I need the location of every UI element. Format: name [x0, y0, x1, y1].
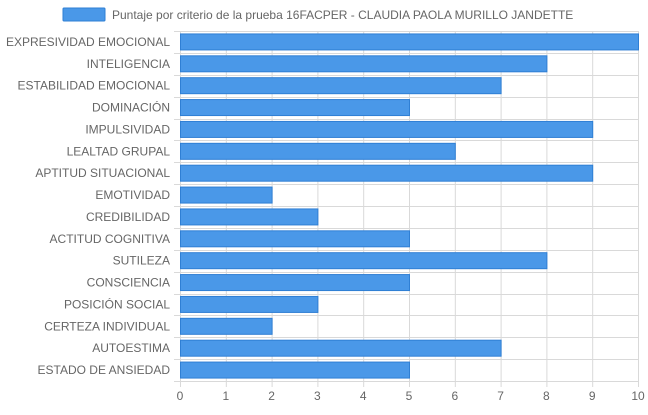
- bar[interactable]: [180, 55, 548, 73]
- bars: [180, 33, 639, 379]
- bar[interactable]: [180, 339, 502, 357]
- x-tick-label: 3: [314, 389, 321, 403]
- category-labels: EXPRESIVIDAD EMOCIONAL INTELIGENCIA ESTABI…: [6, 35, 170, 377]
- category-label: ESTABILIDAD EMOCIONAL: [18, 79, 171, 93]
- x-tick-label: 9: [589, 389, 596, 403]
- x-tick-label: 6: [451, 389, 458, 403]
- x-tick-label: 10: [631, 389, 645, 403]
- bar[interactable]: [180, 164, 594, 182]
- bar[interactable]: [180, 274, 410, 292]
- x-tick-label: 8: [543, 389, 550, 403]
- legend[interactable]: Puntaje por criterio de la prueba 16FACP…: [62, 7, 573, 22]
- x-tick-label: 7: [497, 389, 504, 403]
- category-label: ACTITUD COGNITIVA: [50, 232, 170, 246]
- category-label: AUTOESTIMA: [92, 341, 170, 355]
- bar[interactable]: [180, 361, 410, 379]
- bar[interactable]: [180, 252, 548, 270]
- category-label: POSICIÓN SOCIAL: [64, 296, 170, 311]
- legend-label[interactable]: Puntaje por criterio de la prueba 16FACP…: [112, 8, 573, 22]
- bar[interactable]: [180, 33, 639, 51]
- category-label: APTITUD SITUACIONAL: [35, 166, 170, 180]
- bar[interactable]: [180, 317, 273, 335]
- bar[interactable]: [180, 77, 502, 95]
- bar[interactable]: [180, 142, 456, 160]
- category-label: SUTILEZA: [113, 254, 170, 268]
- category-label: ESTADO DE ANSIEDAD: [38, 363, 171, 377]
- legend-swatch[interactable]: [62, 7, 106, 22]
- x-tick-label: 2: [268, 389, 275, 403]
- bar[interactable]: [180, 99, 410, 117]
- x-tick-label: 1: [222, 389, 229, 403]
- category-label: INTELIGENCIA: [87, 57, 170, 71]
- bar[interactable]: [180, 120, 594, 138]
- x-axis-tick-labels: 0 1 2 3 4 5 6 7 8 9 10: [177, 389, 645, 403]
- category-label: EMOTIVIDAD: [95, 188, 170, 202]
- x-tick-label: 5: [406, 389, 413, 403]
- category-label: CREDIBILIDAD: [86, 210, 170, 224]
- category-label: CERTEZA INDIVIDUAL: [44, 319, 170, 333]
- bar[interactable]: [180, 208, 319, 226]
- bar[interactable]: [180, 230, 410, 248]
- x-tick-label: 0: [177, 389, 184, 403]
- bar[interactable]: [180, 295, 319, 313]
- bar[interactable]: [180, 186, 273, 204]
- category-label: LEALTAD GRUPAL: [67, 144, 171, 158]
- category-label: EXPRESIVIDAD EMOCIONAL: [6, 35, 170, 49]
- category-label: IMPULSIVIDAD: [85, 122, 170, 136]
- category-label: CONSCIENCIA: [87, 276, 170, 290]
- category-label: DOMINACIÓN: [92, 100, 170, 115]
- x-tick-label: 4: [360, 389, 367, 403]
